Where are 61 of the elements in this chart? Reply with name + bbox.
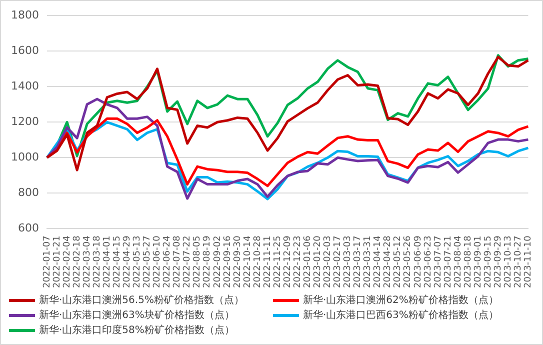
x-tick-label: 2022-03-04: [82, 235, 92, 288]
y-tick-label: 1600: [10, 44, 39, 57]
x-tick-label: 2023-09-15: [483, 236, 494, 288]
legend-label: 新华·山东港口巴西63%粉矿价格指数（点）: [303, 308, 498, 322]
x-tick-label: 2023-10-13: [503, 236, 514, 288]
y-tick-label: 1200: [10, 115, 39, 128]
x-tick-label: 2023-05-12: [393, 236, 404, 288]
x-tick-label: 2023-03-31: [363, 236, 374, 288]
legend-label: 新华·山东港口澳洲63%块矿价格指数（点）: [39, 308, 234, 322]
x-tick-label: 2023-04-28: [383, 235, 394, 288]
x-tick-label: 2023-08-04: [453, 235, 464, 288]
x-tick-label: 2022-05-13: [132, 236, 143, 288]
x-tick-label: 2022-12-09: [282, 235, 293, 288]
x-tick-label: 2023-05-26: [403, 235, 414, 288]
x-tick-label: 2022-02-18: [72, 235, 82, 288]
x-tick-label: 2022-09-16: [222, 235, 233, 288]
legend-label: 新华·山东港口印度58%粉矿价格指数（点）: [39, 324, 234, 337]
x-tick-label: 2023-07-21: [443, 236, 454, 288]
x-tick-label: 2023-02-17: [333, 236, 344, 288]
x-tick-label: 2022-08-05: [192, 236, 203, 288]
x-tick-label: 2022-04-29: [122, 235, 133, 288]
legend-label: 新华·山东港口澳洲56.5%粉矿价格指数（点）: [39, 294, 244, 307]
x-tick-label: 2023-11-10: [524, 235, 534, 288]
x-tick-label: 2023-08-18: [463, 235, 474, 288]
x-tick-label: 2022-01-07: [42, 236, 52, 288]
y-tick-label: 1400: [10, 79, 39, 92]
x-tick-label: 2022-06-10: [152, 235, 163, 288]
x-tick-label: 2022-12-23: [292, 236, 303, 288]
x-tick-label: 2022-06-24: [162, 235, 173, 288]
x-tick-label: 2022-07-08: [172, 235, 183, 288]
x-tick-label: 2023-03-03: [343, 236, 354, 288]
legend-label: 新华·山东港口澳洲62%粉矿价格指数（点）: [303, 294, 498, 307]
x-tick-label: 2022-09-02: [212, 236, 223, 288]
x-tick-label: 2022-04-01: [102, 236, 112, 288]
x-tick-label: 2023-09-29: [493, 235, 504, 288]
x-tick-label: 2023-04-14: [373, 235, 384, 288]
x-tick-label: 2022-11-25: [272, 236, 283, 288]
x-tick-label: 2022-09-30: [232, 235, 243, 288]
x-tick-label: 2023-10-27: [514, 236, 524, 288]
y-tick-label: 800: [18, 186, 39, 200]
x-tick-label: 2022-05-27: [142, 236, 153, 288]
x-tick-label: 2023-06-23: [423, 236, 434, 288]
x-tick-label: 2023-09-01: [473, 236, 484, 288]
y-tick-label: 1800: [10, 8, 39, 22]
x-tick-label: 2022-02-04: [62, 235, 72, 288]
x-tick-label: 2022-08-19: [202, 235, 213, 288]
x-tick-label: 2022-04-15: [112, 236, 123, 288]
x-tick-label: 2023-06-09: [413, 235, 424, 288]
x-tick-label: 2022-10-28: [252, 235, 263, 288]
x-tick-label: 2022-03-18: [92, 235, 102, 288]
y-tick-label: 600: [18, 222, 39, 235]
x-tick-label: 2023-02-03: [323, 236, 334, 288]
y-tick-label: 1000: [10, 150, 39, 164]
x-tick-label: 2023-01-06: [302, 235, 313, 288]
x-tick-label: 2022-07-22: [182, 236, 193, 288]
x-tick-label: 2022-10-14: [242, 235, 253, 288]
x-tick-label: 2023-01-20: [313, 235, 324, 288]
x-tick-label: 2023-03-17: [353, 236, 364, 288]
x-tick-label: 2023-07-07: [433, 236, 444, 288]
x-tick-label: 2022-01-21: [52, 236, 62, 288]
x-tick-label: 2022-11-11: [262, 236, 273, 288]
